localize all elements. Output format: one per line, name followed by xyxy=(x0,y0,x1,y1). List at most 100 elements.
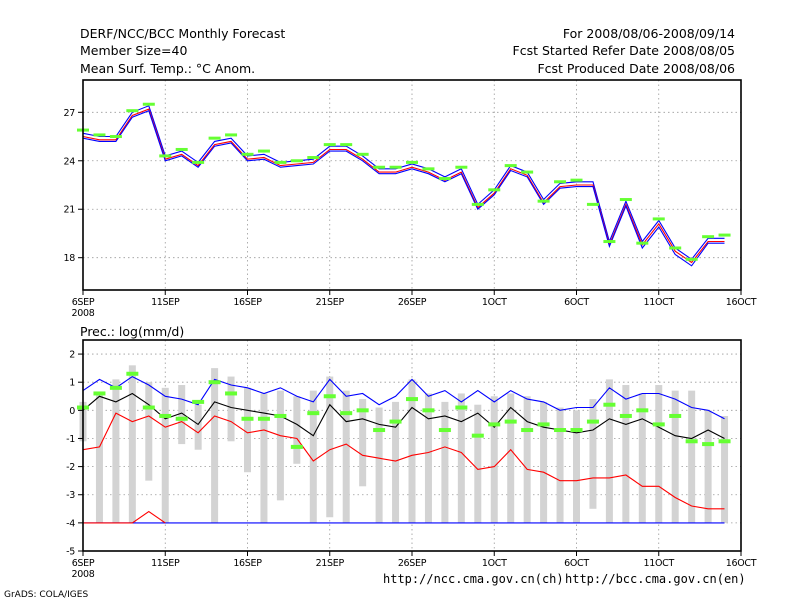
x-tick-label: 16OCT xyxy=(726,558,757,569)
precip-title: Prec.: log(mm/d) xyxy=(80,324,184,339)
member-size: Member Size=40 xyxy=(80,43,187,58)
observation-marker xyxy=(504,164,517,168)
observation-marker xyxy=(619,413,632,418)
spread-bar xyxy=(194,404,202,450)
spread-bar xyxy=(507,393,515,523)
y-tick-label: 0 xyxy=(69,406,75,417)
observation-marker xyxy=(373,165,386,169)
observation-marker xyxy=(586,202,599,206)
observation-marker xyxy=(159,154,172,158)
spread-bar xyxy=(589,399,597,509)
x-tick-label: 21SEP xyxy=(316,558,345,569)
spread-bar xyxy=(457,393,465,523)
spread-bar xyxy=(474,404,482,523)
observation-marker xyxy=(192,160,205,164)
y-tick-label: 2 xyxy=(69,350,75,361)
observation-marker xyxy=(586,419,599,424)
observation-marker xyxy=(702,442,715,447)
y-tick-label: -4 xyxy=(66,518,75,529)
x-tick-label: 16OCT xyxy=(726,297,757,308)
observation-marker xyxy=(208,136,221,140)
chart-title: DERF/NCC/BCC Monthly Forecast xyxy=(80,26,285,41)
observation-marker xyxy=(702,235,715,239)
x-tick-label: 11SEP xyxy=(151,558,180,569)
observation-marker xyxy=(438,428,451,433)
spread-bar xyxy=(721,415,729,523)
observation-marker xyxy=(225,391,238,396)
spread-bar xyxy=(359,399,367,487)
observation-marker xyxy=(323,394,336,399)
x-tick-label: 1OCT xyxy=(482,558,507,569)
observation-marker xyxy=(669,413,682,418)
observation-marker xyxy=(109,135,122,139)
spread-bar xyxy=(112,379,120,523)
started-date: Fcst Started Refer Date 2008/08/05 xyxy=(513,43,736,58)
y-tick-label: 1 xyxy=(69,378,75,389)
url-chinese: http://ncc.cma.gov.cn(ch) xyxy=(383,572,564,586)
spread-bar xyxy=(293,396,301,464)
x-tick-label: 21SEP xyxy=(316,297,345,308)
y-tick-label: -3 xyxy=(66,490,75,501)
series-line-ensemble-max xyxy=(82,105,725,261)
x-tick-label: 6SEP xyxy=(72,558,95,569)
observation-marker xyxy=(619,198,632,202)
observation-marker xyxy=(307,411,320,416)
observation-marker xyxy=(537,422,550,427)
observation-marker xyxy=(93,133,106,137)
observation-marker xyxy=(241,152,254,156)
observation-marker xyxy=(652,422,665,427)
spread-bar xyxy=(408,379,416,523)
observation-marker xyxy=(438,177,451,181)
observation-marker xyxy=(455,405,468,410)
x-tick-sublabel: 2008 xyxy=(72,569,95,580)
y-tick-label: 24 xyxy=(64,156,76,167)
spread-bar xyxy=(145,382,153,481)
spread-bar xyxy=(276,390,284,501)
spread-bar xyxy=(523,396,531,523)
y-tick-label: 18 xyxy=(64,253,76,264)
spread-bar xyxy=(244,387,251,473)
x-tick-label: 26SEP xyxy=(398,297,427,308)
spread-bar xyxy=(326,376,334,518)
observation-marker xyxy=(406,397,418,402)
spread-bar xyxy=(573,410,580,523)
spread-bar xyxy=(375,407,383,523)
spread-bar xyxy=(556,407,564,523)
series-line-ensemble-max xyxy=(82,375,725,420)
observation-marker xyxy=(471,202,484,206)
spread-bar xyxy=(128,365,136,523)
observation-marker xyxy=(422,408,435,413)
observation-marker xyxy=(126,371,139,376)
observation-marker xyxy=(274,160,287,164)
observation-marker xyxy=(257,149,270,153)
x-tick-label: 6OCT xyxy=(564,558,589,569)
observation-marker xyxy=(241,416,254,421)
x-tick-label: 11OCT xyxy=(643,297,674,308)
observation-marker xyxy=(570,428,583,433)
observation-marker xyxy=(192,399,205,404)
spread-bar xyxy=(178,385,186,445)
x-tick-sublabel: 2008 xyxy=(72,308,95,319)
observation-marker xyxy=(389,165,402,169)
observation-marker xyxy=(323,143,336,147)
x-tick-label: 16SEP xyxy=(233,297,262,308)
observation-marker xyxy=(504,419,517,424)
spread-bar xyxy=(605,379,613,523)
observation-marker xyxy=(356,408,369,413)
observation-marker xyxy=(257,416,270,421)
series-line-dry-tail xyxy=(83,510,166,524)
observation-marker xyxy=(554,180,567,184)
series-line-ensemble-lower xyxy=(82,109,725,267)
observation-marker xyxy=(422,167,435,171)
observation-marker xyxy=(290,444,303,449)
spread-bar xyxy=(227,376,235,442)
observation-marker xyxy=(142,405,155,410)
url-english: http://bcc.cma.gov.cn(en) xyxy=(565,572,746,586)
spread-bar xyxy=(95,393,103,523)
observation-marker xyxy=(685,439,698,444)
spread-bar xyxy=(655,385,663,523)
observation-marker xyxy=(340,143,353,147)
observation-marker xyxy=(669,246,682,250)
